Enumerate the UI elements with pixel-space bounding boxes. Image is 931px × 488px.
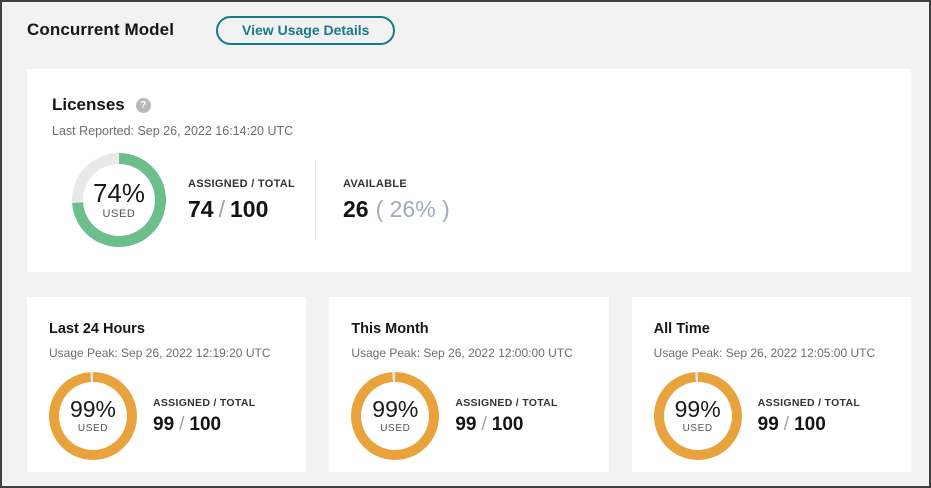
usage-card-this-month: This Month Usage Peak: Sep 26, 2022 12:0… — [329, 297, 609, 472]
view-usage-details-button[interactable]: View Usage Details — [216, 15, 396, 45]
usage-card-last-24-hours: Last 24 Hours Usage Peak: Sep 26, 2022 1… — [27, 297, 307, 472]
usage-donut-chart: 99% USED — [351, 372, 440, 460]
assigned-total-stat: ASSIGNED / TOTAL 74/100 — [188, 178, 306, 223]
donut-center: 74% USED — [83, 164, 155, 236]
value-separator: / — [783, 413, 790, 435]
assigned-total-value: 74/100 — [188, 196, 306, 223]
assigned-total-label: ASSIGNED / TOTAL — [188, 177, 296, 190]
licenses-card: Licenses ? Last Reported: Sep 26, 2022 1… — [27, 69, 911, 272]
assigned-count: 99 — [455, 413, 477, 435]
donut-center: 99% USED — [59, 382, 127, 450]
page-header: Concurrent Model View Usage Details — [27, 15, 911, 45]
available-value: 26( 26% ) — [343, 196, 450, 223]
assigned-total-label: ASSIGNED / TOTAL — [153, 396, 256, 409]
donut-percent-label: 74% — [92, 178, 146, 208]
available-label: AVAILABLE — [343, 177, 408, 190]
total-count: 100 — [491, 413, 524, 435]
usage-card-title: Last 24 Hours — [49, 321, 145, 337]
donut-used-caption: USED — [380, 423, 411, 434]
vertical-divider — [315, 161, 316, 239]
assigned-total-label: ASSIGNED / TOTAL — [757, 396, 861, 409]
assigned-total-label: ASSIGNED / TOTAL — [455, 396, 558, 409]
assigned-total-value: 99/100 — [758, 414, 860, 436]
last-reported-text: Last Reported: Sep 26, 2022 16:14:20 UTC — [52, 124, 294, 138]
value-separator: / — [481, 413, 487, 435]
assigned-total-value: 99/100 — [153, 414, 255, 436]
donut-center: 99% USED — [663, 382, 732, 450]
usage-card-title: All Time — [653, 321, 710, 337]
available-stat: AVAILABLE 26( 26% ) — [343, 178, 450, 223]
usage-donut-chart: 99% USED — [49, 372, 137, 460]
value-separator: / — [218, 195, 225, 222]
available-count: 26 — [343, 195, 369, 222]
usage-peak-text: Usage Peak: Sep 26, 2022 12:05:00 UTC — [653, 346, 876, 360]
assigned-count: 99 — [757, 413, 779, 435]
donut-percent-label: 99% — [674, 396, 721, 422]
usage-peak-text: Usage Peak: Sep 26, 2022 12:00:00 UTC — [351, 346, 573, 360]
usage-cards-grid: Last 24 Hours Usage Peak: Sep 26, 2022 1… — [27, 297, 911, 472]
licenses-title: Licenses — [52, 95, 125, 114]
usage-peak-text: Usage Peak: Sep 26, 2022 12:19:20 UTC — [49, 346, 271, 360]
page-title: Concurrent Model — [27, 20, 175, 39]
usage-donut-chart: 99% USED — [653, 372, 742, 460]
donut-used-caption: USED — [102, 208, 136, 220]
total-count: 100 — [189, 413, 222, 435]
assigned-total-stat: ASSIGNED / TOTAL 99/100 — [153, 397, 255, 436]
assigned-count: 74 — [188, 195, 214, 222]
usage-card-all-time: All Time Usage Peak: Sep 26, 2022 12:05:… — [631, 297, 911, 472]
donut-used-caption: USED — [77, 423, 109, 434]
help-icon[interactable]: ? — [135, 97, 151, 113]
donut-center: 99% USED — [361, 382, 430, 450]
donut-percent-label: 99% — [372, 396, 419, 422]
usage-card-title: This Month — [351, 321, 429, 337]
dashboard-page: Concurrent Model View Usage Details Lice… — [2, 2, 929, 472]
donut-used-caption: USED — [682, 423, 713, 434]
assigned-count: 99 — [153, 413, 175, 435]
assigned-total-value: 99/100 — [455, 414, 557, 436]
total-count: 100 — [229, 195, 269, 222]
available-percent: ( 26% ) — [375, 195, 450, 222]
licenses-usage-donut-chart: 74% USED — [72, 153, 166, 247]
donut-percent-label: 99% — [69, 396, 117, 422]
value-separator: / — [179, 413, 185, 435]
assigned-total-stat: ASSIGNED / TOTAL 99/100 — [758, 397, 860, 436]
assigned-total-stat: ASSIGNED / TOTAL 99/100 — [455, 397, 557, 436]
total-count: 100 — [794, 413, 826, 435]
